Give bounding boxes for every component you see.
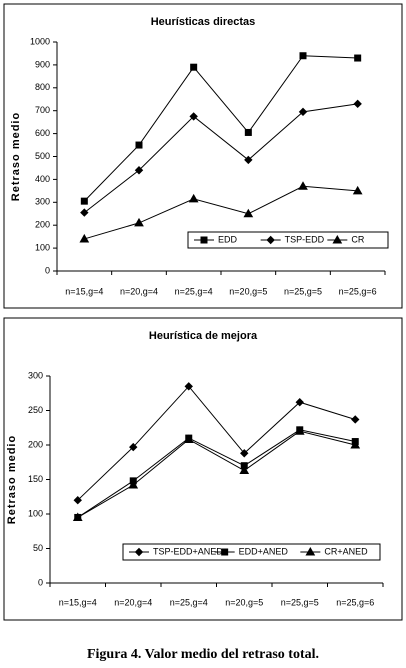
marker-diamond <box>134 547 144 557</box>
legend-box <box>122 543 381 561</box>
chart-title: Heurística de mejora <box>149 330 258 342</box>
x-tick-label: n=25,g=4 <box>170 597 208 607</box>
x-tick-label: n=20,g=4 <box>114 597 152 607</box>
marker-square <box>354 54 362 62</box>
marker-triangle <box>305 546 316 556</box>
chart-title: Heurísticas directas <box>151 16 256 28</box>
marker-triangle <box>294 426 305 435</box>
marker-diamond <box>298 107 308 117</box>
marker-diamond <box>351 415 360 424</box>
y-tick-label: 200 <box>35 220 50 230</box>
y-tick-label: 700 <box>35 105 50 115</box>
x-tick-label: n=25,g=6 <box>339 286 377 296</box>
y-tick-label: 200 <box>28 439 43 449</box>
marker-square <box>299 52 307 60</box>
series-line <box>84 103 358 214</box>
legend-label: TSP-EDD <box>285 234 325 244</box>
marker-diamond <box>134 166 144 175</box>
y-tick-label: 0 <box>45 265 50 275</box>
marker-diamond <box>73 495 82 505</box>
chart-frame <box>3 317 403 621</box>
x-tick-label: n=20,g=4 <box>120 286 158 296</box>
series-line <box>84 185 358 240</box>
y-tick-label: 600 <box>35 128 50 138</box>
legend-label: EDD <box>218 234 238 244</box>
y-tick-label: 250 <box>28 405 43 415</box>
series-line <box>77 385 356 501</box>
series-line <box>77 429 356 518</box>
marker-square <box>200 236 208 244</box>
marker-diamond <box>240 449 249 458</box>
legend-label: TSP-EDD+ANED <box>153 546 223 556</box>
legend-label: EDD+ANED <box>239 546 289 556</box>
marker-triangle <box>188 193 199 203</box>
marker-triangle <box>128 480 139 489</box>
y-tick-label: 300 <box>28 370 43 380</box>
x-tick-label: n=15,g=4 <box>65 286 103 296</box>
marker-square <box>80 197 88 205</box>
marker-square <box>221 548 229 556</box>
marker-triangle <box>239 465 250 475</box>
marker-triangle <box>332 234 343 244</box>
marker-triangle <box>134 217 144 227</box>
y-tick-label: 900 <box>35 59 50 69</box>
marker-diamond <box>266 235 275 245</box>
x-tick-label: n=15,g=4 <box>59 597 97 607</box>
marker-triangle <box>350 439 361 449</box>
legend-box <box>187 231 389 249</box>
marker-triangle <box>79 233 90 243</box>
marker-triangle <box>243 208 254 218</box>
x-tick-label: n=25,g=4 <box>175 286 213 296</box>
marker-diamond <box>189 112 198 121</box>
legend-label: CR <box>351 234 364 244</box>
marker-square <box>135 141 143 149</box>
marker-triangle <box>72 512 83 521</box>
marker-triangle <box>183 434 194 443</box>
y-tick-label: 150 <box>28 474 43 484</box>
y-tick-label: 1000 <box>30 36 50 46</box>
x-tick-label: n=25,g=6 <box>336 597 374 607</box>
marker-triangle <box>298 181 308 190</box>
series-line <box>83 55 358 202</box>
y-tick-label: 500 <box>35 151 50 161</box>
marker-diamond <box>80 208 89 217</box>
marker-diamond <box>353 99 362 109</box>
y-tick-label: 100 <box>35 242 50 252</box>
marker-diamond <box>295 398 304 407</box>
x-tick-label: n=20,g=5 <box>229 286 267 296</box>
y-axis-label: Retraso medio <box>6 435 18 524</box>
series-line <box>77 430 356 518</box>
y-axis-label: Retraso medio <box>10 112 22 201</box>
x-tick-label: n=20,g=5 <box>225 597 263 607</box>
marker-diamond <box>244 155 253 165</box>
figure-caption: Figura 4. Valor medio del retraso total. <box>87 647 319 662</box>
y-tick-label: 0 <box>38 577 43 587</box>
marker-square <box>190 63 198 71</box>
marker-diamond <box>184 382 193 391</box>
y-tick-label: 300 <box>35 197 50 207</box>
marker-triangle <box>352 185 363 195</box>
legend-label: CR+ANED <box>324 546 368 556</box>
marker-diamond <box>129 442 138 452</box>
x-tick-label: n=25,g=5 <box>284 286 322 296</box>
x-tick-label: n=25,g=5 <box>281 597 319 607</box>
y-tick-label: 50 <box>33 543 43 553</box>
y-tick-label: 100 <box>28 508 43 518</box>
y-tick-label: 800 <box>35 82 50 92</box>
marker-square <box>244 128 252 136</box>
chart-frame <box>3 3 403 309</box>
y-tick-label: 400 <box>35 174 50 184</box>
